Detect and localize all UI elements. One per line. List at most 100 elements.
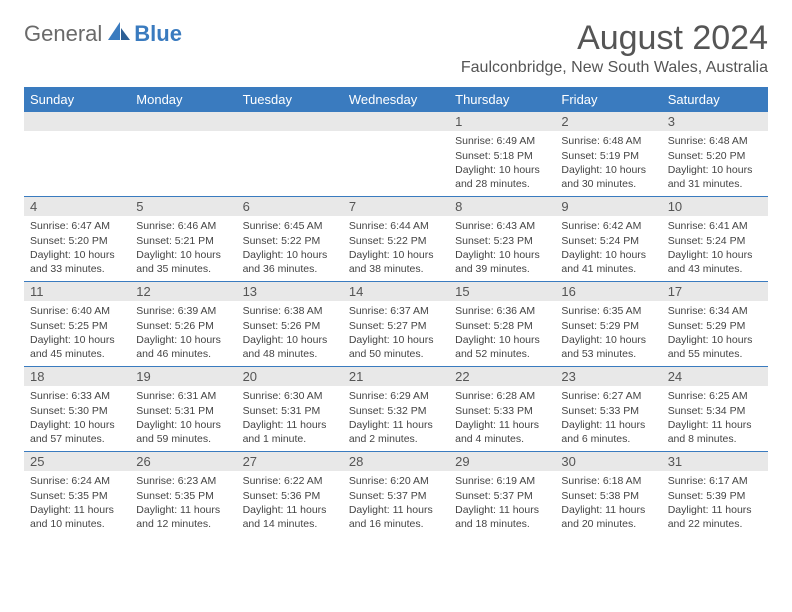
- day-cell: 11Sunrise: 6:40 AMSunset: 5:25 PMDayligh…: [24, 282, 130, 366]
- sunset-line: Sunset: 5:24 PM: [561, 234, 655, 248]
- day-body: [24, 131, 130, 138]
- day-cell: 7Sunrise: 6:44 AMSunset: 5:22 PMDaylight…: [343, 197, 449, 281]
- day-number: 29: [449, 452, 555, 471]
- logo-text-blue: Blue: [134, 21, 182, 46]
- day-number: 24: [662, 367, 768, 386]
- sunrise-line: Sunrise: 6:36 AM: [455, 304, 549, 318]
- sunrise-line: Sunrise: 6:41 AM: [668, 219, 762, 233]
- day-body: Sunrise: 6:39 AMSunset: 5:26 PMDaylight:…: [130, 301, 236, 365]
- daylight-line: Daylight: 11 hours and 8 minutes.: [668, 418, 762, 446]
- day-cell: 24Sunrise: 6:25 AMSunset: 5:34 PMDayligh…: [662, 367, 768, 451]
- day-cell: 6Sunrise: 6:45 AMSunset: 5:22 PMDaylight…: [237, 197, 343, 281]
- sunrise-line: Sunrise: 6:48 AM: [561, 134, 655, 148]
- day-body: Sunrise: 6:43 AMSunset: 5:23 PMDaylight:…: [449, 216, 555, 280]
- day-body: Sunrise: 6:20 AMSunset: 5:37 PMDaylight:…: [343, 471, 449, 535]
- sunset-line: Sunset: 5:33 PM: [561, 404, 655, 418]
- sunrise-line: Sunrise: 6:34 AM: [668, 304, 762, 318]
- daylight-line: Daylight: 10 hours and 45 minutes.: [30, 333, 124, 361]
- daylight-line: Daylight: 10 hours and 57 minutes.: [30, 418, 124, 446]
- daylight-line: Daylight: 11 hours and 6 minutes.: [561, 418, 655, 446]
- sunset-line: Sunset: 5:20 PM: [668, 149, 762, 163]
- month-title: August 2024: [461, 20, 768, 57]
- day-number: [24, 112, 130, 131]
- sunset-line: Sunset: 5:29 PM: [668, 319, 762, 333]
- sunset-line: Sunset: 5:18 PM: [455, 149, 549, 163]
- day-cell: 23Sunrise: 6:27 AMSunset: 5:33 PMDayligh…: [555, 367, 661, 451]
- day-number: 17: [662, 282, 768, 301]
- day-cell: [24, 112, 130, 196]
- sunrise-line: Sunrise: 6:39 AM: [136, 304, 230, 318]
- day-body: Sunrise: 6:24 AMSunset: 5:35 PMDaylight:…: [24, 471, 130, 535]
- day-cell: 4Sunrise: 6:47 AMSunset: 5:20 PMDaylight…: [24, 197, 130, 281]
- day-number: [130, 112, 236, 131]
- day-body: Sunrise: 6:40 AMSunset: 5:25 PMDaylight:…: [24, 301, 130, 365]
- daylight-line: Daylight: 10 hours and 35 minutes.: [136, 248, 230, 276]
- sunrise-line: Sunrise: 6:25 AM: [668, 389, 762, 403]
- sunrise-line: Sunrise: 6:31 AM: [136, 389, 230, 403]
- sunset-line: Sunset: 5:29 PM: [561, 319, 655, 333]
- daylight-line: Daylight: 10 hours and 48 minutes.: [243, 333, 337, 361]
- sunrise-line: Sunrise: 6:37 AM: [349, 304, 443, 318]
- day-cell: 31Sunrise: 6:17 AMSunset: 5:39 PMDayligh…: [662, 452, 768, 536]
- daylight-line: Daylight: 11 hours and 16 minutes.: [349, 503, 443, 531]
- sunrise-line: Sunrise: 6:38 AM: [243, 304, 337, 318]
- day-number: 11: [24, 282, 130, 301]
- daylight-line: Daylight: 11 hours and 1 minute.: [243, 418, 337, 446]
- day-number: 30: [555, 452, 661, 471]
- day-cell: 10Sunrise: 6:41 AMSunset: 5:24 PMDayligh…: [662, 197, 768, 281]
- day-body: Sunrise: 6:27 AMSunset: 5:33 PMDaylight:…: [555, 386, 661, 450]
- sunset-line: Sunset: 5:34 PM: [668, 404, 762, 418]
- day-number: 1: [449, 112, 555, 131]
- day-cell: [237, 112, 343, 196]
- day-body: Sunrise: 6:49 AMSunset: 5:18 PMDaylight:…: [449, 131, 555, 195]
- daylight-line: Daylight: 10 hours and 31 minutes.: [668, 163, 762, 191]
- week-row: 4Sunrise: 6:47 AMSunset: 5:20 PMDaylight…: [24, 196, 768, 281]
- sunrise-line: Sunrise: 6:46 AM: [136, 219, 230, 233]
- daylight-line: Daylight: 10 hours and 36 minutes.: [243, 248, 337, 276]
- day-number: 18: [24, 367, 130, 386]
- day-body: Sunrise: 6:41 AMSunset: 5:24 PMDaylight:…: [662, 216, 768, 280]
- daylight-line: Daylight: 10 hours and 30 minutes.: [561, 163, 655, 191]
- sunrise-line: Sunrise: 6:18 AM: [561, 474, 655, 488]
- day-number: [237, 112, 343, 131]
- daylight-line: Daylight: 11 hours and 4 minutes.: [455, 418, 549, 446]
- daylight-line: Daylight: 11 hours and 2 minutes.: [349, 418, 443, 446]
- sunrise-line: Sunrise: 6:49 AM: [455, 134, 549, 148]
- weekday-header: Thursday: [449, 87, 555, 112]
- day-body: Sunrise: 6:44 AMSunset: 5:22 PMDaylight:…: [343, 216, 449, 280]
- sunset-line: Sunset: 5:28 PM: [455, 319, 549, 333]
- day-number: 15: [449, 282, 555, 301]
- daylight-line: Daylight: 10 hours and 38 minutes.: [349, 248, 443, 276]
- weekday-header: Wednesday: [343, 87, 449, 112]
- day-number: 28: [343, 452, 449, 471]
- day-body: Sunrise: 6:34 AMSunset: 5:29 PMDaylight:…: [662, 301, 768, 365]
- day-cell: [343, 112, 449, 196]
- day-cell: 26Sunrise: 6:23 AMSunset: 5:35 PMDayligh…: [130, 452, 236, 536]
- day-cell: 25Sunrise: 6:24 AMSunset: 5:35 PMDayligh…: [24, 452, 130, 536]
- day-body: Sunrise: 6:28 AMSunset: 5:33 PMDaylight:…: [449, 386, 555, 450]
- sunrise-line: Sunrise: 6:40 AM: [30, 304, 124, 318]
- day-cell: 20Sunrise: 6:30 AMSunset: 5:31 PMDayligh…: [237, 367, 343, 451]
- day-number: 4: [24, 197, 130, 216]
- day-number: 10: [662, 197, 768, 216]
- sunrise-line: Sunrise: 6:43 AM: [455, 219, 549, 233]
- sunrise-line: Sunrise: 6:33 AM: [30, 389, 124, 403]
- title-block: August 2024 Faulconbridge, New South Wal…: [461, 20, 768, 77]
- day-body: Sunrise: 6:25 AMSunset: 5:34 PMDaylight:…: [662, 386, 768, 450]
- day-cell: 28Sunrise: 6:20 AMSunset: 5:37 PMDayligh…: [343, 452, 449, 536]
- daylight-line: Daylight: 10 hours and 28 minutes.: [455, 163, 549, 191]
- day-cell: 3Sunrise: 6:48 AMSunset: 5:20 PMDaylight…: [662, 112, 768, 196]
- day-body: Sunrise: 6:35 AMSunset: 5:29 PMDaylight:…: [555, 301, 661, 365]
- day-number: 3: [662, 112, 768, 131]
- header: General Blue August 2024 Faulconbridge, …: [24, 20, 768, 77]
- daylight-line: Daylight: 11 hours and 22 minutes.: [668, 503, 762, 531]
- day-body: Sunrise: 6:33 AMSunset: 5:30 PMDaylight:…: [24, 386, 130, 450]
- day-cell: 21Sunrise: 6:29 AMSunset: 5:32 PMDayligh…: [343, 367, 449, 451]
- day-body: Sunrise: 6:31 AMSunset: 5:31 PMDaylight:…: [130, 386, 236, 450]
- sunset-line: Sunset: 5:20 PM: [30, 234, 124, 248]
- daylight-line: Daylight: 11 hours and 14 minutes.: [243, 503, 337, 531]
- day-cell: 12Sunrise: 6:39 AMSunset: 5:26 PMDayligh…: [130, 282, 236, 366]
- daylight-line: Daylight: 11 hours and 10 minutes.: [30, 503, 124, 531]
- day-cell: 19Sunrise: 6:31 AMSunset: 5:31 PMDayligh…: [130, 367, 236, 451]
- day-body: Sunrise: 6:38 AMSunset: 5:26 PMDaylight:…: [237, 301, 343, 365]
